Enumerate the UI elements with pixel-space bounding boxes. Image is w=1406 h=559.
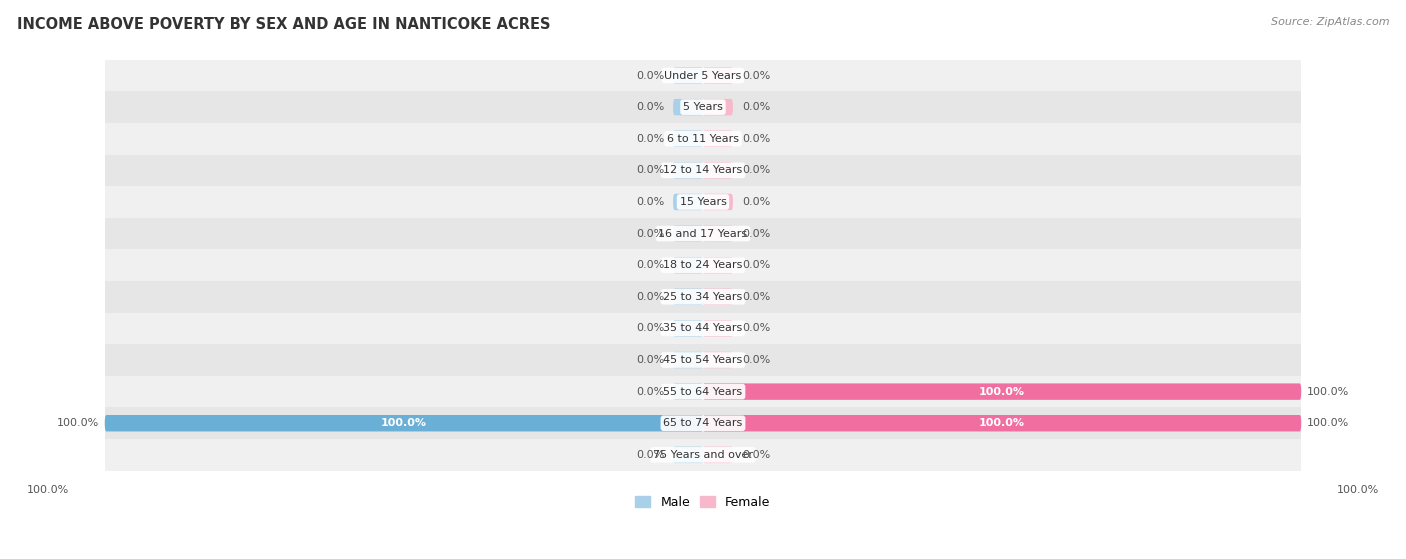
Text: 0.0%: 0.0% [742, 324, 770, 333]
Text: 0.0%: 0.0% [636, 134, 664, 144]
Text: 100.0%: 100.0% [56, 418, 98, 428]
FancyBboxPatch shape [703, 383, 1302, 400]
Text: 100.0%: 100.0% [27, 485, 69, 495]
FancyBboxPatch shape [703, 352, 733, 368]
Text: 65 to 74 Years: 65 to 74 Years [664, 418, 742, 428]
FancyBboxPatch shape [673, 288, 703, 305]
FancyBboxPatch shape [703, 162, 733, 178]
Text: 15 Years: 15 Years [679, 197, 727, 207]
Text: 0.0%: 0.0% [636, 229, 664, 239]
Text: 0.0%: 0.0% [636, 292, 664, 302]
Text: 100.0%: 100.0% [1308, 387, 1350, 397]
FancyBboxPatch shape [673, 352, 703, 368]
Bar [104, 123, 1302, 154]
Legend: Male, Female: Male, Female [630, 491, 776, 514]
Text: INCOME ABOVE POVERTY BY SEX AND AGE IN NANTICOKE ACRES: INCOME ABOVE POVERTY BY SEX AND AGE IN N… [17, 17, 550, 32]
Text: 0.0%: 0.0% [636, 197, 664, 207]
FancyBboxPatch shape [703, 130, 733, 147]
FancyBboxPatch shape [673, 67, 703, 84]
FancyBboxPatch shape [673, 99, 703, 115]
FancyBboxPatch shape [703, 194, 733, 210]
FancyBboxPatch shape [703, 99, 733, 115]
Bar [104, 312, 1302, 344]
Text: Under 5 Years: Under 5 Years [665, 70, 741, 80]
Text: 16 and 17 Years: 16 and 17 Years [658, 229, 748, 239]
Bar [104, 408, 1302, 439]
Text: 0.0%: 0.0% [636, 260, 664, 270]
FancyBboxPatch shape [703, 257, 733, 273]
Text: 45 to 54 Years: 45 to 54 Years [664, 355, 742, 365]
Text: 35 to 44 Years: 35 to 44 Years [664, 324, 742, 333]
Text: 0.0%: 0.0% [636, 102, 664, 112]
Text: 75 Years and over: 75 Years and over [652, 450, 754, 460]
FancyBboxPatch shape [673, 194, 703, 210]
Text: 100.0%: 100.0% [1308, 418, 1350, 428]
FancyBboxPatch shape [673, 257, 703, 273]
Text: 100.0%: 100.0% [381, 418, 427, 428]
Text: 6 to 11 Years: 6 to 11 Years [666, 134, 740, 144]
Text: 18 to 24 Years: 18 to 24 Years [664, 260, 742, 270]
FancyBboxPatch shape [673, 320, 703, 337]
Text: 0.0%: 0.0% [742, 292, 770, 302]
Text: 0.0%: 0.0% [742, 260, 770, 270]
Text: Source: ZipAtlas.com: Source: ZipAtlas.com [1271, 17, 1389, 27]
Bar [104, 344, 1302, 376]
Bar [104, 60, 1302, 91]
Text: 25 to 34 Years: 25 to 34 Years [664, 292, 742, 302]
Text: 100.0%: 100.0% [979, 387, 1025, 397]
Bar [104, 376, 1302, 408]
Bar [104, 154, 1302, 186]
FancyBboxPatch shape [673, 130, 703, 147]
Text: 100.0%: 100.0% [1337, 485, 1379, 495]
Bar [104, 218, 1302, 249]
Text: 0.0%: 0.0% [742, 355, 770, 365]
FancyBboxPatch shape [673, 447, 703, 463]
Bar [104, 186, 1302, 218]
FancyBboxPatch shape [673, 225, 703, 242]
FancyBboxPatch shape [703, 67, 733, 84]
Bar [104, 91, 1302, 123]
Text: 0.0%: 0.0% [636, 387, 664, 397]
Text: 5 Years: 5 Years [683, 102, 723, 112]
Text: 0.0%: 0.0% [636, 324, 664, 333]
Text: 0.0%: 0.0% [636, 70, 664, 80]
FancyBboxPatch shape [673, 383, 703, 400]
Bar [104, 439, 1302, 471]
FancyBboxPatch shape [104, 415, 703, 432]
FancyBboxPatch shape [703, 288, 733, 305]
Bar [104, 281, 1302, 312]
FancyBboxPatch shape [703, 320, 733, 337]
Text: 0.0%: 0.0% [742, 165, 770, 176]
FancyBboxPatch shape [673, 162, 703, 178]
Text: 0.0%: 0.0% [636, 450, 664, 460]
FancyBboxPatch shape [703, 225, 733, 242]
Text: 55 to 64 Years: 55 to 64 Years [664, 387, 742, 397]
Text: 0.0%: 0.0% [636, 165, 664, 176]
Text: 100.0%: 100.0% [979, 418, 1025, 428]
Text: 12 to 14 Years: 12 to 14 Years [664, 165, 742, 176]
FancyBboxPatch shape [703, 415, 1302, 432]
Bar [104, 249, 1302, 281]
Text: 0.0%: 0.0% [742, 450, 770, 460]
Text: 0.0%: 0.0% [636, 355, 664, 365]
Text: 0.0%: 0.0% [742, 102, 770, 112]
Text: 0.0%: 0.0% [742, 229, 770, 239]
Text: 0.0%: 0.0% [742, 70, 770, 80]
FancyBboxPatch shape [703, 447, 733, 463]
Text: 0.0%: 0.0% [742, 134, 770, 144]
Text: 0.0%: 0.0% [742, 197, 770, 207]
